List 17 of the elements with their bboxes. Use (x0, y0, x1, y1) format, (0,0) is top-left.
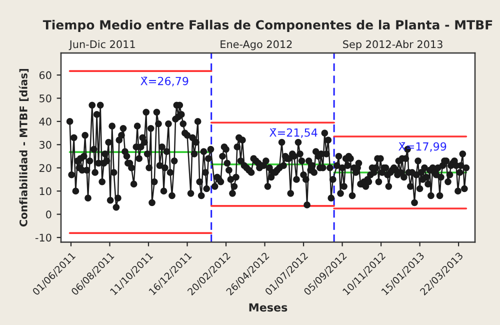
y-tick-label: 60 (39, 71, 52, 80)
x-axis-title: Meses (249, 303, 288, 312)
annotation: X̄=26,79 (140, 76, 188, 86)
y-tick-label: 50 (40, 94, 52, 102)
text: Ene-Ago 2012 (220, 40, 292, 50)
y-tick-label: 0 (46, 210, 52, 218)
annotation: X̄=17,99 (398, 142, 446, 152)
y-tick-label: -10 (35, 234, 52, 242)
y-tick-label: 10 (40, 187, 52, 196)
y-axis-title: Confiabilidad - MTBF [días] (18, 68, 29, 227)
y-tick-label: 30 (40, 140, 52, 149)
y-tick-label: 40 (39, 118, 52, 126)
text: Sep 2012-Abr 2013 (343, 40, 442, 50)
annotation: X̄=21,54 (270, 128, 318, 138)
chart-title: Tiempo Medio entre Fallas de Componentes de la Planta - MTBF (42, 20, 492, 32)
y-tick-label: 20 (39, 164, 52, 172)
text: Jun-Dic 2011 (68, 40, 135, 50)
